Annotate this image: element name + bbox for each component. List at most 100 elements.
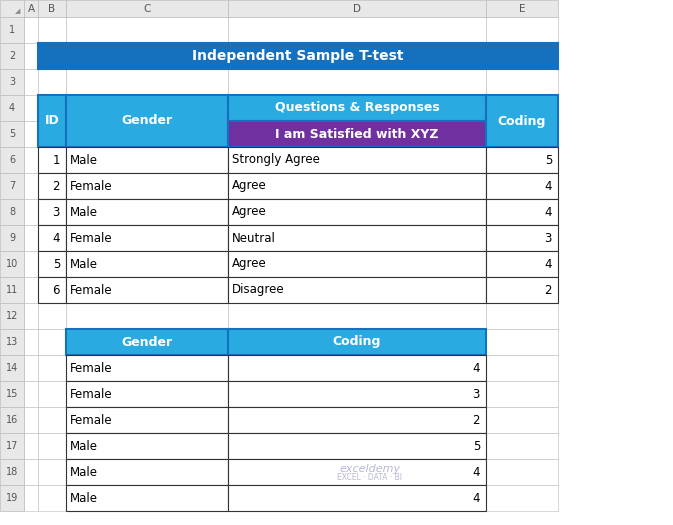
Text: 13: 13 <box>6 337 18 347</box>
Bar <box>38 121 66 147</box>
Text: 12: 12 <box>6 311 18 321</box>
Text: 7: 7 <box>9 181 15 191</box>
Bar <box>486 69 558 95</box>
Bar <box>66 199 228 225</box>
Bar <box>38 0 66 17</box>
Text: exceldemy: exceldemy <box>339 465 400 475</box>
Text: Male: Male <box>70 491 98 505</box>
Bar <box>486 147 558 173</box>
Text: 2: 2 <box>544 284 552 297</box>
Bar <box>228 433 486 459</box>
Text: Agree: Agree <box>232 257 267 270</box>
Bar <box>38 485 66 511</box>
Bar <box>66 355 228 381</box>
Bar <box>0 433 24 459</box>
Text: Strongly Agree: Strongly Agree <box>232 153 320 166</box>
Bar <box>38 407 66 433</box>
Bar <box>0 95 24 121</box>
Text: Agree: Agree <box>232 180 267 193</box>
Bar <box>486 251 558 277</box>
Bar <box>66 43 228 69</box>
Text: Gender: Gender <box>121 114 172 128</box>
Bar <box>66 329 228 355</box>
Bar <box>228 381 486 407</box>
Bar <box>0 0 24 17</box>
Text: 5: 5 <box>52 257 60 270</box>
Bar <box>228 329 486 355</box>
Text: 1: 1 <box>52 153 60 166</box>
Bar <box>486 173 558 199</box>
Text: Female: Female <box>70 180 112 193</box>
Bar <box>0 43 24 69</box>
Bar <box>66 485 228 511</box>
Bar <box>24 173 38 199</box>
Text: 4: 4 <box>544 180 552 193</box>
Bar <box>24 407 38 433</box>
Text: Male: Male <box>70 205 98 218</box>
Bar <box>38 381 66 407</box>
Bar <box>66 433 228 459</box>
Bar <box>228 303 486 329</box>
Bar <box>228 277 486 303</box>
Bar <box>66 459 228 485</box>
Text: 4: 4 <box>472 491 480 505</box>
Bar <box>0 251 24 277</box>
Bar <box>66 147 228 173</box>
Text: Gender: Gender <box>121 335 172 349</box>
Bar <box>66 433 228 459</box>
Bar <box>486 355 558 381</box>
Bar <box>228 355 486 381</box>
Bar <box>66 355 228 381</box>
Bar <box>228 329 486 355</box>
Bar <box>38 173 66 199</box>
Text: 3: 3 <box>9 77 15 87</box>
Text: Male: Male <box>70 153 98 166</box>
Bar <box>228 0 486 17</box>
Bar <box>24 381 38 407</box>
Bar <box>38 277 66 303</box>
Bar <box>24 43 38 69</box>
Bar <box>486 407 558 433</box>
Bar <box>0 407 24 433</box>
Bar <box>66 407 228 433</box>
Text: 6: 6 <box>52 284 60 297</box>
Bar <box>0 121 24 147</box>
Bar <box>486 199 558 225</box>
Bar <box>24 17 38 43</box>
Bar <box>24 485 38 511</box>
Bar <box>486 95 558 147</box>
Bar <box>66 199 228 225</box>
Bar <box>228 121 486 147</box>
Text: Coding: Coding <box>333 335 381 349</box>
Bar <box>66 485 228 511</box>
Text: 15: 15 <box>6 389 18 399</box>
Text: Male: Male <box>70 466 98 478</box>
Bar <box>24 147 38 173</box>
Text: 4: 4 <box>544 205 552 218</box>
Bar <box>486 485 558 511</box>
Text: B: B <box>48 4 56 14</box>
Bar <box>486 277 558 303</box>
Text: 14: 14 <box>6 363 18 373</box>
Text: Questions & Responses: Questions & Responses <box>275 101 439 114</box>
Bar <box>38 43 558 69</box>
Bar <box>66 95 228 121</box>
Bar <box>228 173 486 199</box>
Bar <box>24 199 38 225</box>
Bar <box>24 459 38 485</box>
Bar <box>66 121 228 147</box>
Bar <box>486 95 558 121</box>
Bar <box>228 17 486 43</box>
Text: 17: 17 <box>6 441 18 451</box>
Bar <box>66 173 228 199</box>
Bar <box>38 303 66 329</box>
Bar <box>38 251 66 277</box>
Bar <box>0 485 24 511</box>
Bar <box>228 199 486 225</box>
Text: 5: 5 <box>472 439 480 453</box>
Bar <box>486 329 558 355</box>
Bar <box>486 199 558 225</box>
Text: 4: 4 <box>472 466 480 478</box>
Bar <box>38 433 66 459</box>
Bar <box>228 95 486 121</box>
